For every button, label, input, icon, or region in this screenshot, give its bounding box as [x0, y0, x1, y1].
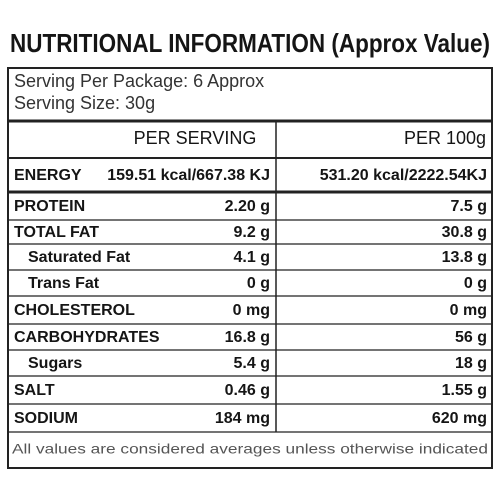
per-serving-value: 2.20 g — [225, 198, 270, 215]
title: NUTRITIONAL INFORMATION (Approx Value) — [10, 28, 490, 58]
per-100g-value: 56 g — [455, 329, 487, 346]
per-100g-value: 18 g — [455, 355, 487, 372]
nutrient-name: CARBOHYDRATES — [14, 329, 160, 346]
per-100g-value: 620 mg — [432, 410, 487, 427]
nutrient-name: PROTEIN — [14, 198, 85, 215]
column-header: PER SERVING — [134, 128, 257, 148]
column-header: PER 100g — [404, 128, 486, 148]
serving-size: Serving Size: 30g — [14, 93, 155, 113]
footer-note: All values are considered averages unles… — [12, 441, 488, 457]
per-100g-value: 0 mg — [450, 302, 487, 319]
serving-per-package: Serving Per Package: 6 Approx — [14, 71, 264, 91]
per-serving-value: 0 mg — [233, 302, 270, 319]
nutrient-name: ENERGY — [14, 167, 82, 184]
nutrient-name: Trans Fat — [28, 275, 100, 292]
rows: ENERGY 159.51 kcal/667.38 KJ 531.20 kcal/2… — [8, 167, 492, 433]
per-serving-value: 0.46 g — [225, 382, 270, 399]
label-border — [7, 67, 493, 469]
per-100g-value: 7.5 g — [451, 198, 487, 215]
per-serving-value: 5.4 g — [234, 355, 270, 372]
per-100g-value: 1.55 g — [442, 382, 487, 399]
nutrient-name: Sugars — [28, 355, 82, 372]
per-serving-value: 184 mg — [215, 410, 270, 427]
per-100g-value: 13.8 g — [442, 249, 487, 266]
per-serving-value: 9.2 g — [234, 224, 270, 241]
per-100g-value: 0 g — [464, 275, 487, 292]
per-100g-value: 30.8 g — [442, 224, 487, 241]
per-serving-value: 4.1 g — [234, 249, 270, 266]
nutrient-name: TOTAL FAT — [14, 224, 99, 241]
per-100g-value: 531.20 kcal/2222.54KJ — [320, 167, 487, 184]
nutrient-name: Saturated Fat — [28, 249, 131, 266]
nutrient-name: SALT — [14, 382, 55, 399]
per-serving-value: 0 g — [247, 275, 270, 292]
nutrient-name: SODIUM — [14, 410, 78, 427]
nutrient-name: CHOLESTEROL — [14, 302, 135, 319]
per-serving-value: 16.8 g — [225, 329, 270, 346]
per-serving-value: 159.51 kcal/667.38 KJ — [107, 167, 270, 184]
